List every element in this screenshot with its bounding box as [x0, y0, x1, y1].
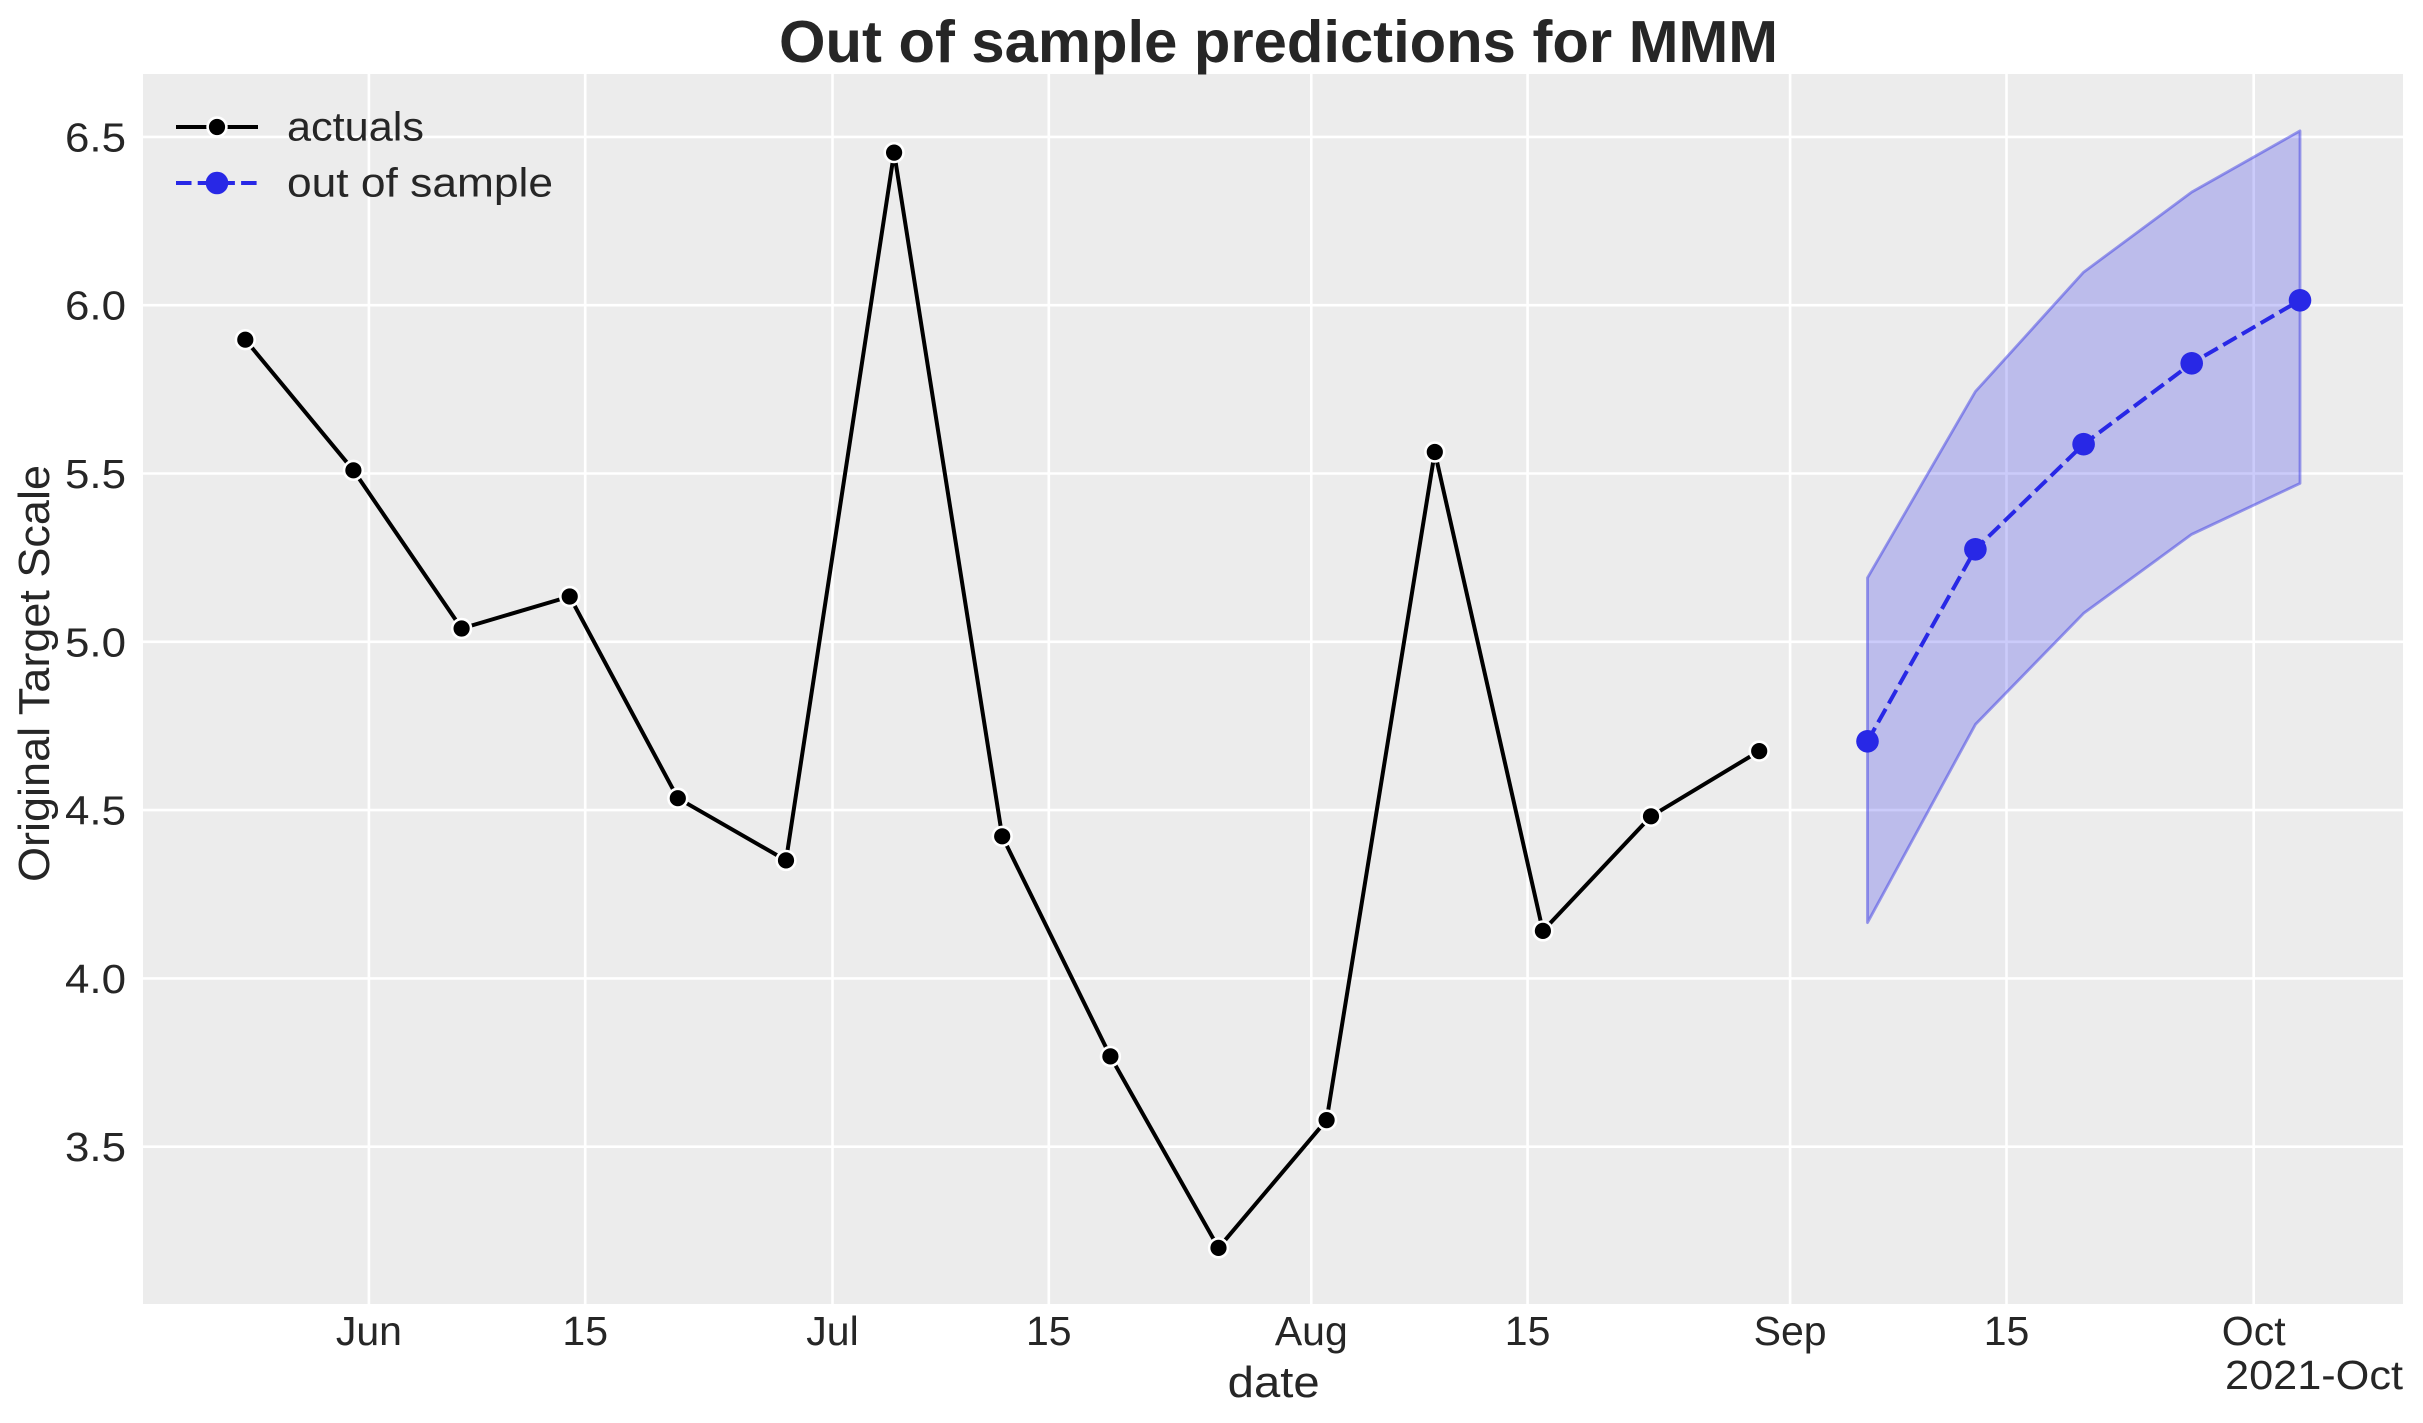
- svg-text:5.5: 5.5: [65, 451, 126, 497]
- svg-text:date: date: [1228, 1358, 1320, 1407]
- svg-text:Original Target Scale: Original Target Scale: [10, 465, 59, 882]
- svg-text:4.5: 4.5: [65, 788, 126, 834]
- svg-text:15: 15: [562, 1308, 608, 1354]
- svg-text:4.0: 4.0: [65, 956, 126, 1002]
- svg-text:Jul: Jul: [806, 1308, 858, 1354]
- svg-text:2021-Oct: 2021-Oct: [2225, 1352, 2404, 1398]
- svg-text:actuals: actuals: [287, 104, 424, 150]
- svg-text:Out of sample predictions for: Out of sample predictions for MMM: [779, 9, 1778, 75]
- svg-text:15: 15: [1984, 1308, 2030, 1354]
- svg-text:Jun: Jun: [336, 1308, 402, 1354]
- svg-text:Sep: Sep: [1754, 1308, 1827, 1354]
- svg-text:5.0: 5.0: [65, 619, 126, 665]
- svg-text:3.5: 3.5: [65, 1124, 126, 1170]
- svg-text:out of sample: out of sample: [287, 160, 553, 206]
- svg-text:Oct: Oct: [2222, 1308, 2286, 1354]
- svg-text:15: 15: [1026, 1308, 1072, 1354]
- svg-text:6.5: 6.5: [65, 114, 126, 160]
- svg-text:15: 15: [1505, 1308, 1551, 1354]
- svg-text:6.0: 6.0: [65, 283, 126, 329]
- svg-text:Aug: Aug: [1275, 1308, 1348, 1354]
